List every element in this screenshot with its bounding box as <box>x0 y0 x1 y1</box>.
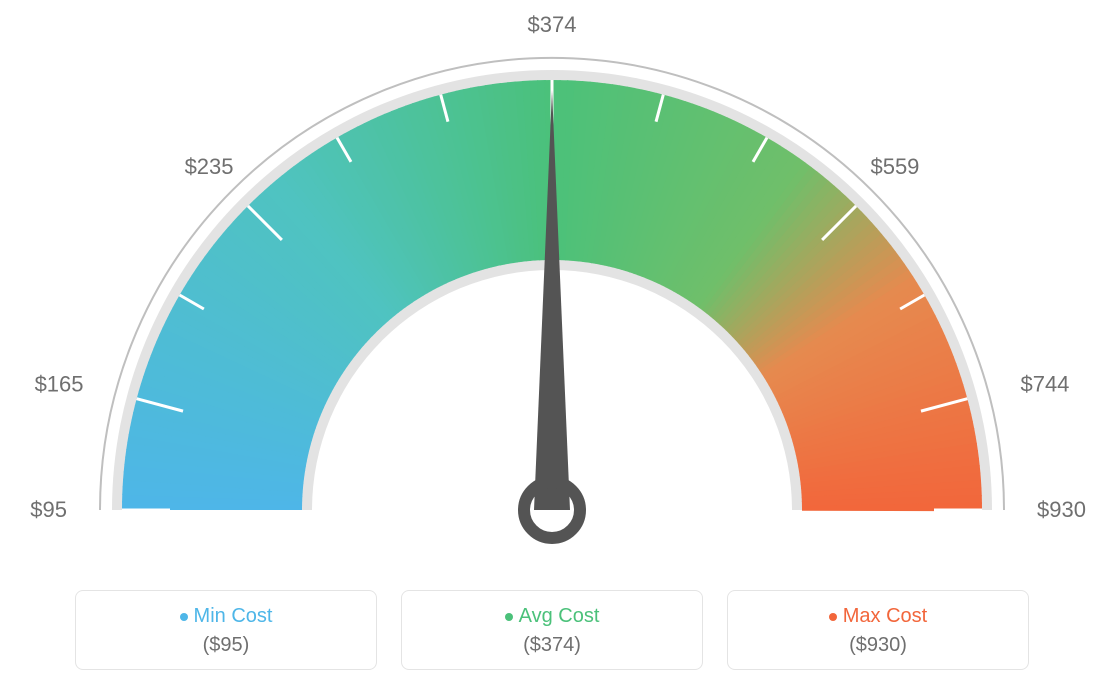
gauge-tick-label: $235 <box>185 154 234 179</box>
legend-card: Avg Cost ($374) <box>401 590 703 670</box>
gauge-tick-label: $930 <box>1037 497 1086 522</box>
gauge-tick-label: $374 <box>528 12 577 37</box>
gauge-tick-label: $165 <box>35 371 84 396</box>
legend-value: ($95) <box>76 634 376 657</box>
legend-card: Min Cost ($95) <box>75 590 377 670</box>
legend-title-text: Max Cost <box>843 605 927 627</box>
gauge-tick-label: $95 <box>30 497 67 522</box>
legend-row: Min Cost ($95) Avg Cost ($374) Max Cost ($930… <box>0 590 1104 670</box>
gauge-chart: $95 $165 $235 $374 $559 $744 $930 <box>0 0 1104 560</box>
legend-title: Max Cost <box>728 605 1028 628</box>
legend-title-text: Avg Cost <box>519 605 600 627</box>
legend-title: Avg Cost <box>402 605 702 628</box>
cost-gauge-container: $95 $165 $235 $374 $559 $744 $930 Min Cost ($95… <box>0 0 1104 690</box>
legend-value: ($374) <box>402 634 702 657</box>
legend-dot-icon <box>180 613 188 621</box>
legend-dot-icon <box>505 613 513 621</box>
legend-card: Max Cost ($930) <box>727 590 1029 670</box>
legend-dot-icon <box>829 613 837 621</box>
legend-title: Min Cost <box>76 605 376 628</box>
legend-value: ($930) <box>728 634 1028 657</box>
gauge-tick-label: $744 <box>1020 371 1069 396</box>
legend-title-text: Min Cost <box>194 605 273 627</box>
gauge-tick-label: $559 <box>870 154 919 179</box>
